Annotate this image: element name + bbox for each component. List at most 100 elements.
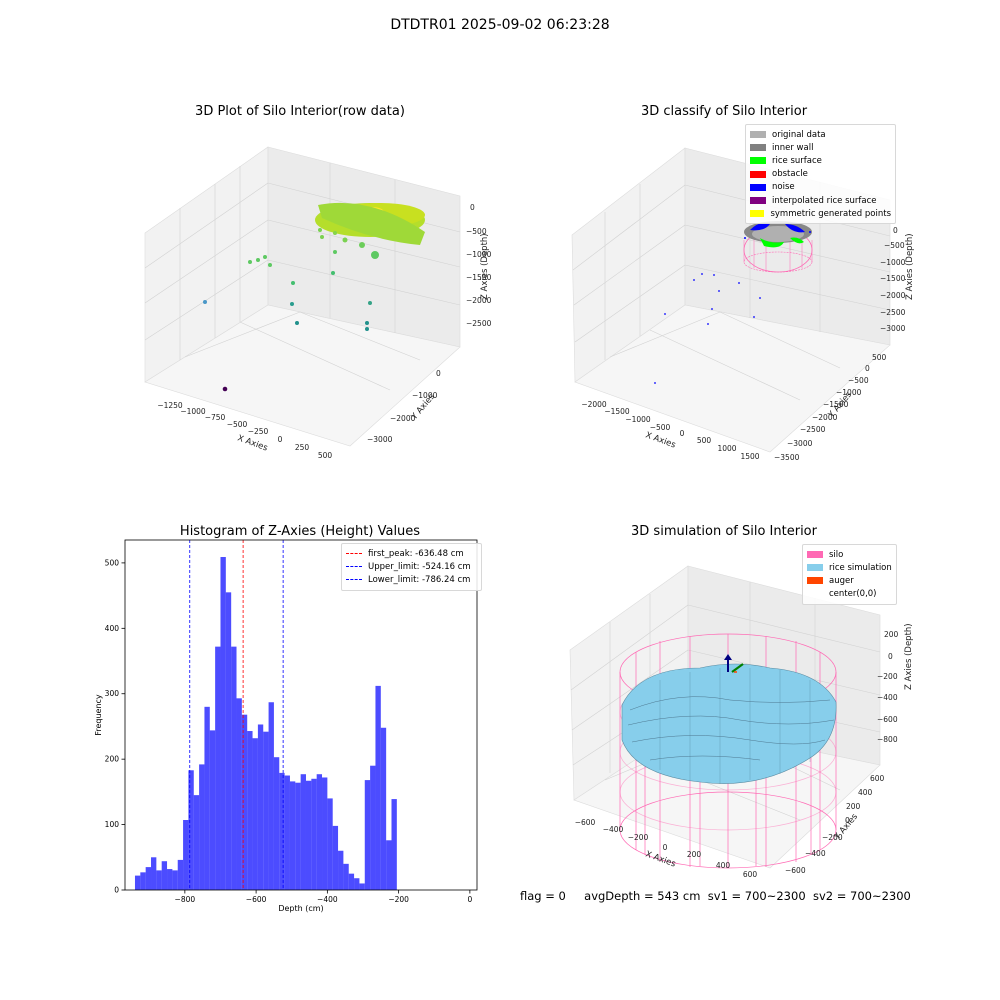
histogram-bar	[172, 870, 178, 890]
legend-label: Upper_limit: -524.16 cm	[368, 561, 471, 572]
panel1-y-tick: −3000	[367, 435, 393, 444]
panel1-title: 3D Plot of Silo Interior(row data)	[195, 104, 405, 119]
status-footer: flag = 0 avgDepth = 543 cm sv1 = 700~230…	[520, 889, 911, 903]
panel1-z-label: Z Axies (Depth)	[480, 233, 490, 300]
panel4-x-tick: 200	[687, 850, 702, 859]
panel2-x-tick: −1500	[604, 407, 630, 416]
histogram-bar	[204, 706, 210, 890]
histogram-bar	[359, 883, 365, 890]
legend-entry: first_peak: -636.48 cm	[346, 547, 477, 560]
legend-label: interpolated rice surface	[772, 195, 877, 206]
histogram-bar	[375, 685, 381, 890]
panel1-z-tick: −500	[466, 227, 487, 236]
panel4-z-ticks: −800 −600 −400 −200 0 200	[877, 630, 899, 744]
panel2-y-tick: −3000	[787, 439, 813, 448]
histogram-bar	[332, 825, 339, 890]
panel1-points	[203, 202, 425, 392]
histogram-bar	[348, 873, 355, 890]
histogram-bar	[188, 770, 194, 890]
histogram-bar	[252, 738, 258, 890]
histogram-bar	[364, 780, 371, 890]
avg-depth-value: avgDepth = 543 cm	[584, 889, 701, 903]
panel4-grid	[570, 582, 881, 821]
panel2-y-ticks: −3500 −3000 −2500 −2000 −1500 −1000 −500…	[774, 353, 887, 462]
histogram-bar	[167, 869, 173, 890]
histogram-title: Histogram of Z-Axies (Height) Values	[179, 524, 421, 539]
histogram-bar	[161, 861, 168, 890]
panel1-z-tick: −1000	[466, 250, 492, 259]
panel4-z-tick: 0	[888, 652, 893, 661]
histogram-bar	[236, 698, 242, 890]
histogram-bars	[134, 557, 397, 890]
panel4-y-tick: 0	[845, 816, 850, 825]
histogram-bar	[263, 731, 269, 890]
panel1-y-label: Y Axies	[409, 392, 437, 423]
panel2-z-tick: −1500	[880, 274, 906, 283]
panel4-y-tick: −200	[822, 833, 843, 842]
legend-entry: rice surface	[750, 154, 891, 167]
histogram-x-tick-label: −400	[317, 895, 338, 904]
histogram-x-tick-label: 0	[467, 895, 472, 904]
panel2-z-tick: −2500	[880, 308, 906, 317]
histogram-x-tick-label: −200	[388, 895, 409, 904]
histogram-bar	[316, 774, 323, 890]
panel2-x-tick: 0	[680, 429, 685, 438]
panel2-legend: original data inner wall rice surface ob…	[745, 124, 896, 225]
histogram-bar	[284, 775, 290, 890]
histogram-frame	[124, 539, 478, 891]
figure-title: DTDTR01 2025-09-02 06:23:28	[390, 17, 610, 33]
panel2-y-tick: −500	[848, 376, 869, 385]
panel4-y-ticks: −600 −400 −200 0 200 400 600	[785, 774, 885, 875]
histogram-y-tick-label: 500	[105, 558, 120, 567]
panel1-y-ticks: −3000 −2000 −1000 0	[367, 369, 441, 444]
panel2-x-tick: −2000	[581, 400, 607, 409]
panel4-panes	[569, 565, 881, 869]
histogram-y-tick-label: 400	[105, 624, 120, 633]
legend-label: center(0,0)	[829, 589, 877, 600]
histogram-bar	[311, 778, 317, 890]
panel2-y-tick: −2000	[812, 413, 838, 422]
sv1-value: sv1 = 700~2300	[707, 889, 806, 903]
histogram-bar	[177, 859, 184, 890]
panel2-points	[654, 221, 813, 384]
legend-label: symmetric generated points	[770, 208, 891, 219]
panel1-z-tick: −2000	[466, 296, 492, 305]
panel2-z-ticks: −3000 −2500 −2000 −1500 −1000 −500 0	[880, 226, 906, 333]
panel2-y-tick: −3500	[774, 453, 800, 462]
panel1-x-tick: −750	[205, 413, 226, 422]
sv2-value: sv2 = 700~2300	[812, 889, 911, 903]
panel2-x-ticks: −2000 −1500 −1000 −500 0 500 1000 1500	[581, 400, 759, 461]
histogram-bar	[386, 840, 392, 890]
histogram-legend: first_peak: -636.48 cm Upper_limit: -524…	[341, 543, 482, 591]
panel1-y-tick: 0	[436, 369, 441, 378]
panel1-panes	[144, 146, 461, 447]
histogram-y-tick-label: 0	[114, 886, 119, 895]
histogram-y-tick-label: 100	[105, 820, 120, 829]
legend-label: inner wall	[772, 142, 814, 153]
histogram-bar	[145, 867, 152, 890]
histogram-x-label: Depth (cm)	[278, 904, 323, 913]
panel4-z-tick: −400	[877, 693, 898, 702]
histogram-bar	[215, 646, 221, 890]
histogram-y-label: Frequency	[94, 694, 103, 736]
histogram-bar	[140, 872, 146, 890]
histogram-bar	[247, 731, 253, 890]
panel2-y-tick: 0	[865, 364, 870, 373]
panel4-x-tick: −200	[628, 833, 649, 842]
panel1-x-tick: −1250	[157, 401, 183, 410]
panel1-x-tick: 500	[318, 451, 333, 460]
histogram-bar	[289, 781, 296, 890]
legend-entry: noise	[750, 181, 891, 194]
legend-entry: silo	[807, 548, 892, 561]
histogram-bar	[151, 857, 157, 890]
legend-entry: symmetric generated points	[750, 207, 891, 220]
histogram-bar	[134, 875, 141, 890]
legend-entry: auger	[807, 574, 892, 587]
legend-label: auger	[829, 575, 854, 586]
legend-entry: interpolated rice surface	[750, 194, 891, 207]
histogram-bar	[354, 878, 360, 890]
panel2-z-label: Z Axies (Depth)	[905, 233, 915, 300]
panel1-x-tick: 0	[278, 435, 283, 444]
histogram-bar	[370, 765, 376, 890]
histogram-y-tick-label: 200	[105, 755, 120, 764]
